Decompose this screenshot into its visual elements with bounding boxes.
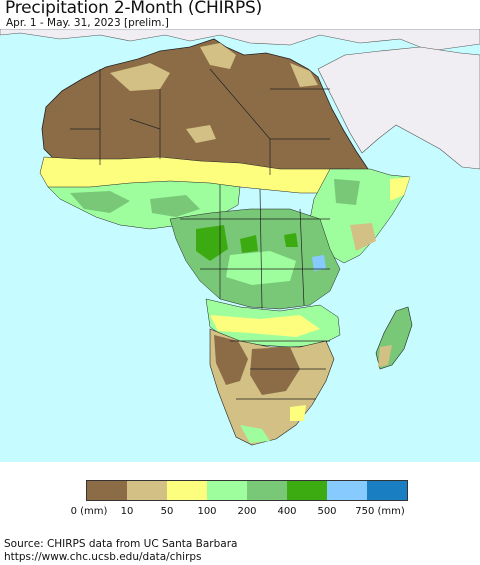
legend-swatch-6 [327, 481, 367, 500]
legend-label-5: 400 [277, 506, 297, 517]
legend-swatch-7 [367, 481, 407, 500]
map-title: Precipitation 2-Month (CHIRPS) [5, 0, 263, 18]
legend-swatch-0 [87, 481, 127, 500]
legend-swatch-4 [247, 481, 287, 500]
precipitation-map [0, 29, 480, 462]
legend-swatch-2 [167, 481, 207, 500]
source-url[interactable]: https://www.chc.ucsb.edu/data/chirps [4, 551, 202, 563]
source-credit: Source: CHIRPS data from UC Santa Barbar… [4, 538, 238, 550]
legend-label-6: 500 [317, 506, 337, 517]
legend-label-1: 10 [120, 506, 134, 517]
legend-label-7: 750 (mm) [355, 506, 405, 517]
legend-swatch-5 [287, 481, 327, 500]
legend-label-2: 50 [160, 506, 174, 517]
legend-label-4: 200 [237, 506, 257, 517]
middle-east-landmass [317, 46, 480, 170]
legend-label-3: 100 [197, 506, 217, 517]
precipitation-legend [86, 480, 408, 501]
legend-label-0: 0 (mm) [70, 506, 108, 517]
map-subtitle: Apr. 1 - May. 31, 2023 [prelim.] [6, 17, 169, 29]
legend-swatch-3 [207, 481, 247, 500]
legend-swatch-1 [127, 481, 167, 500]
